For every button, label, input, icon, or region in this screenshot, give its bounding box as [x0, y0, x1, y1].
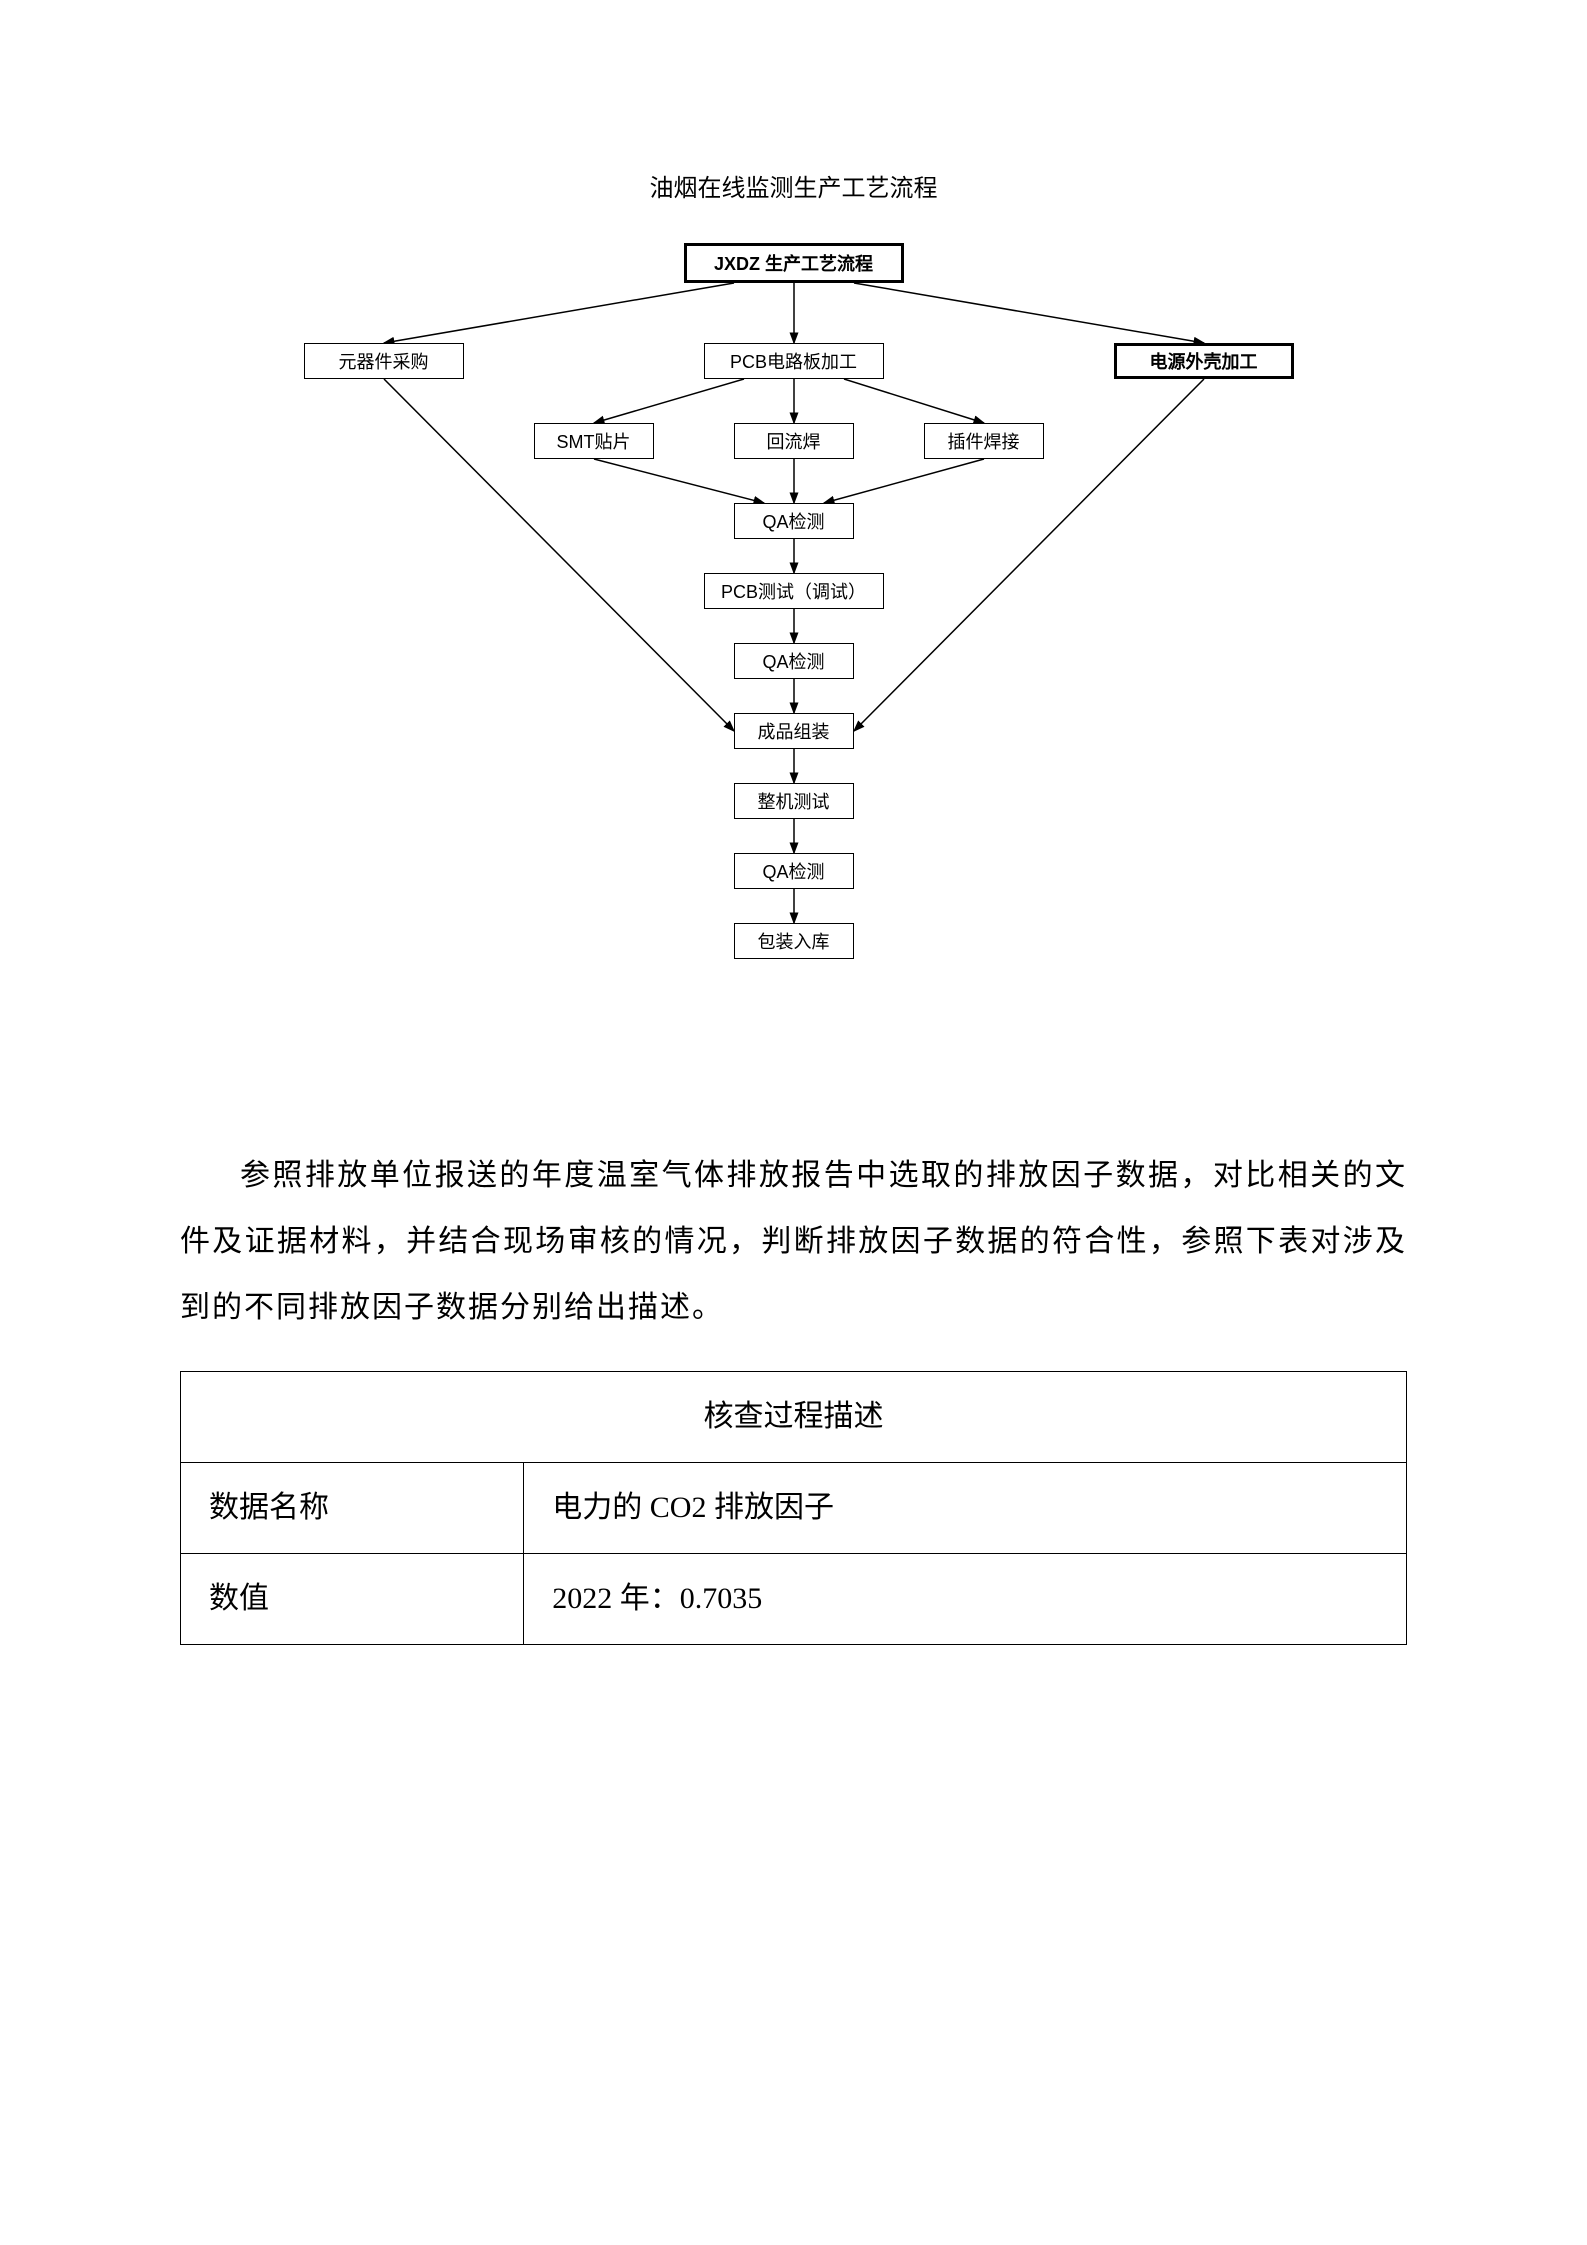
flowchart-node-reflow: 回流焊	[734, 423, 854, 459]
table-row: 数据名称 电力的 CO2 排放因子	[181, 1463, 1407, 1554]
body-paragraph: 参照排放单位报送的年度温室气体排放报告中选取的排放因子数据，对比相关的文件及证据…	[180, 1143, 1407, 1341]
table-cell-value: 电力的 CO2 排放因子	[524, 1463, 1407, 1554]
table-cell-value: 2022 年：0.7035	[524, 1554, 1407, 1645]
flowchart-node-qa1: QA检测	[734, 503, 854, 539]
table-row: 数值 2022 年：0.7035	[181, 1554, 1407, 1645]
table-cell-label: 数值	[181, 1554, 524, 1645]
flowchart-node-pcb: PCB电路板加工	[704, 343, 884, 379]
table-header-cell: 核查过程描述	[181, 1372, 1407, 1463]
flowchart-title: 油烟在线监测生产工艺流程	[180, 168, 1407, 203]
table-header-row: 核查过程描述	[181, 1372, 1407, 1463]
table-cell-label: 数据名称	[181, 1463, 524, 1554]
flowchart-node-solder: 插件焊接	[924, 423, 1044, 459]
flowchart-node-pack: 包装入库	[734, 923, 854, 959]
flowchart: JXDZ 生产工艺流程元器件采购 PCB电路板加工 电源外壳加工 SMT贴片 回流焊 插件…	[244, 243, 1344, 963]
page-content: 油烟在线监测生产工艺流程 JXDZ 生产工艺流程元器件采购 PCB电路板加工 电源外…	[0, 0, 1587, 1645]
flowchart-node-whole: 整机测试	[734, 783, 854, 819]
flowchart-node-qa3: QA检测	[734, 853, 854, 889]
flowchart-node-qa2: QA检测	[734, 643, 854, 679]
data-table: 核查过程描述 数据名称 电力的 CO2 排放因子 数值 2022 年：0.703…	[180, 1371, 1407, 1645]
flowchart-node-purchase: 元器件采购	[304, 343, 464, 379]
flowchart-node-smt: SMT贴片	[534, 423, 654, 459]
flowchart-node-pcbtest: PCB测试（调试）	[704, 573, 884, 609]
flowchart-node-shell: 电源外壳加工	[1114, 343, 1294, 379]
flowchart-node-assemble: 成品组装	[734, 713, 854, 749]
flowchart-node-root: JXDZ 生产工艺流程	[684, 243, 904, 283]
